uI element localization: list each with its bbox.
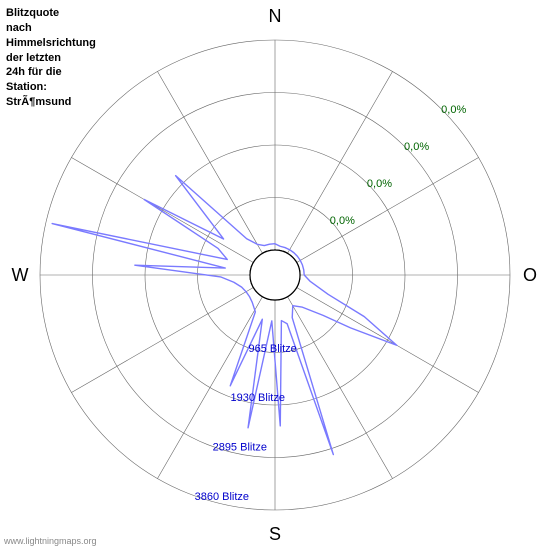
ring-label-pct: 0,0%	[330, 215, 355, 227]
grid-spoke	[288, 297, 393, 479]
credit-text: www.lightningmaps.org	[4, 536, 97, 546]
compass-s: S	[269, 524, 281, 544]
grid-spoke	[297, 288, 479, 393]
ring-label-blitz: 3860 Blitze	[195, 491, 249, 503]
ring-label-pct: 0,0%	[404, 141, 429, 153]
grid-spoke	[297, 158, 479, 263]
polar-chart: N S W O 0,0% 0,0% 0,0% 0,0% 965 Blitze 1930 Blitz…	[0, 0, 550, 550]
grid-spoke	[158, 71, 263, 253]
ring-label-blitz: 1930 Blitze	[231, 392, 285, 404]
ring-label-blitz: 2895 Blitze	[213, 441, 267, 453]
compass-w: W	[12, 265, 29, 285]
ring-label-pct: 0,0%	[441, 104, 466, 116]
grid-spoke	[71, 288, 253, 393]
ring-label-blitz: 965 Blitze	[248, 343, 296, 355]
center-hub-top	[250, 250, 300, 300]
compass-n: N	[269, 6, 282, 26]
ring-label-pct: 0,0%	[367, 178, 392, 190]
compass-o: O	[523, 265, 537, 285]
